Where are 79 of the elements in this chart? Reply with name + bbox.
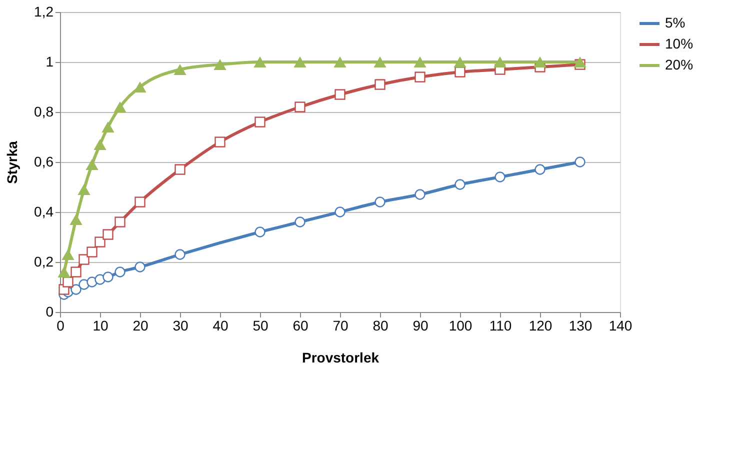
x-tick-label: 60 <box>292 318 308 334</box>
point <box>254 226 266 238</box>
point <box>534 164 546 175</box>
point <box>94 274 106 285</box>
point <box>254 116 266 128</box>
point <box>86 246 98 258</box>
y-tick-label: 0,8 <box>34 104 54 120</box>
point <box>174 64 186 75</box>
point <box>70 214 82 225</box>
point <box>86 159 98 170</box>
point <box>102 122 114 132</box>
point <box>78 184 90 195</box>
point <box>62 249 74 260</box>
x-axis-title: Provstorlek <box>302 350 380 366</box>
point <box>58 266 70 278</box>
point <box>134 262 146 272</box>
point <box>454 56 466 68</box>
point <box>102 229 114 240</box>
point <box>78 254 90 265</box>
point <box>334 56 346 68</box>
point <box>94 236 106 248</box>
x-tick-label: 70 <box>332 318 348 334</box>
point <box>574 156 586 168</box>
point <box>294 102 306 112</box>
point <box>414 72 426 82</box>
point <box>114 102 126 112</box>
point <box>414 56 426 68</box>
x-tick-label: 20 <box>132 318 148 334</box>
point <box>214 59 226 70</box>
y-tick-label: 1 <box>46 54 54 70</box>
point <box>374 79 386 90</box>
y-tick-label: 1,2 <box>34 4 54 20</box>
point <box>374 196 386 208</box>
point <box>334 89 346 100</box>
point <box>214 136 226 148</box>
legend-label: 5% <box>665 14 686 30</box>
point <box>86 276 98 288</box>
point <box>574 56 586 68</box>
x-tick-label: 120 <box>528 318 552 334</box>
point <box>70 266 82 278</box>
legend-label: 20% <box>665 56 694 72</box>
x-tick-label: 110 <box>489 318 512 334</box>
point <box>134 196 146 208</box>
y-tick-label: 0,6 <box>34 154 54 170</box>
x-tick-label: 130 <box>568 318 592 334</box>
x-tick-label: 50 <box>252 318 268 334</box>
point <box>294 216 306 228</box>
x-tick-label: 90 <box>412 318 428 334</box>
y-tick-label: 0,2 <box>34 254 54 270</box>
point <box>70 284 82 295</box>
point <box>454 179 466 190</box>
point <box>414 189 426 200</box>
point <box>254 56 266 68</box>
point <box>62 276 74 288</box>
legend-label: 10% <box>665 36 694 52</box>
point <box>454 66 466 78</box>
y-tick-label: 0 <box>46 304 54 320</box>
y-axis-title: Styrka <box>4 140 20 184</box>
point <box>494 172 506 182</box>
point <box>114 216 126 228</box>
x-tick-label: 10 <box>92 318 108 334</box>
x-tick-label: 30 <box>172 318 188 334</box>
point <box>102 272 114 282</box>
point <box>114 266 126 278</box>
y-tick-label: 0,4 <box>34 204 54 220</box>
point <box>94 139 106 150</box>
x-tick-label: 100 <box>448 318 472 334</box>
x-tick-label: 80 <box>372 318 388 334</box>
point <box>534 56 546 68</box>
x-tick-label: 40 <box>212 318 228 334</box>
point <box>294 56 306 68</box>
point <box>78 279 90 290</box>
point <box>174 164 186 175</box>
point <box>174 249 186 260</box>
point <box>494 56 506 68</box>
point <box>334 206 346 218</box>
x-tick-label: 140 <box>608 318 632 334</box>
point <box>374 56 386 68</box>
x-tick-label: 0 <box>56 318 65 334</box>
